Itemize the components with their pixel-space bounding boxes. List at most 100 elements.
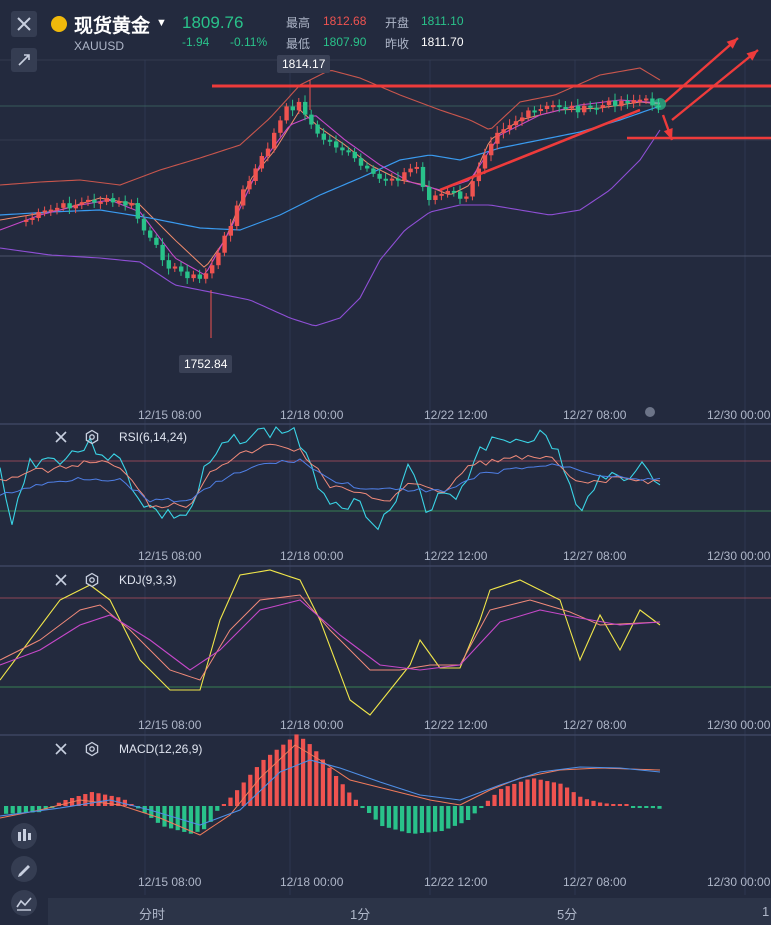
- candle: [303, 101, 308, 115]
- macd-bar: [334, 776, 339, 806]
- price-change: -1.94: [182, 35, 210, 49]
- candle: [377, 173, 382, 179]
- candle: [222, 235, 227, 253]
- candle: [278, 120, 283, 133]
- candle: [259, 156, 264, 169]
- candle: [588, 105, 593, 108]
- macd-bar: [169, 806, 174, 829]
- close-icon[interactable]: [53, 429, 69, 445]
- x-tick-label: 12/22 12:00: [424, 718, 488, 732]
- macd-bar: [17, 806, 22, 814]
- candle-icon: [18, 829, 31, 841]
- x-tick-label: 12/30 00:00: [707, 408, 771, 422]
- pin-icon: [18, 54, 30, 66]
- candle: [600, 105, 605, 108]
- candle: [228, 226, 233, 236]
- x-tick-label: 12/30 00:00: [707, 875, 771, 889]
- tab-timeshare[interactable]: 分时: [139, 907, 166, 922]
- candle: [445, 190, 450, 194]
- candle: [408, 168, 413, 173]
- macd-bar: [241, 782, 246, 806]
- macd-bar: [96, 793, 101, 806]
- gear-icon[interactable]: [84, 429, 100, 445]
- candle: [433, 195, 438, 200]
- candle: [513, 121, 519, 126]
- gear-icon[interactable]: [84, 741, 100, 757]
- candle: [526, 110, 531, 118]
- macd-bar: [327, 767, 332, 806]
- macd-bar: [208, 806, 213, 822]
- candle: [551, 105, 556, 108]
- kdj-j-line: [0, 569, 661, 716]
- close-icon[interactable]: [53, 741, 69, 757]
- macd-bar: [23, 806, 28, 813]
- gear-icon[interactable]: [84, 572, 100, 588]
- candle: [606, 100, 612, 106]
- line-tool-button[interactable]: [11, 890, 37, 916]
- arrow-line: [671, 49, 759, 121]
- macd-bar: [565, 787, 570, 806]
- candle: [247, 181, 252, 190]
- macd-bar: [228, 797, 233, 806]
- macd-bar: [347, 792, 352, 806]
- macd-bar: [261, 759, 266, 806]
- macd-bar: [472, 806, 477, 814]
- candle: [544, 105, 550, 109]
- arrow-head: [746, 50, 758, 61]
- last-price: 1809.76: [182, 13, 244, 32]
- macd-bar: [254, 767, 259, 806]
- candle: [352, 151, 357, 159]
- rsi-line: [0, 426, 661, 531]
- bollinger-lower: [0, 129, 661, 327]
- macd-bar: [76, 796, 81, 806]
- tab-1min[interactable]: 1分: [350, 907, 371, 922]
- prev-close-value: 1811.70: [421, 35, 464, 49]
- macd-bar: [202, 806, 207, 830]
- symbol-name[interactable]: 现货黄金: [74, 16, 151, 37]
- x-tick-label: 12/27 08:00: [563, 408, 627, 422]
- macd-bar: [545, 781, 550, 806]
- candle: [296, 101, 302, 111]
- pin-button[interactable]: [11, 48, 37, 72]
- candle: [117, 201, 122, 204]
- macd-bar: [452, 806, 457, 826]
- macd-bar: [142, 806, 147, 813]
- close-icon[interactable]: [53, 572, 69, 588]
- gold-coin-icon: [51, 16, 67, 32]
- candle: [179, 266, 184, 272]
- candle: [36, 211, 41, 219]
- macd-bar: [182, 806, 187, 832]
- candle: [185, 271, 190, 279]
- macd-bar: [301, 738, 306, 806]
- candle: [575, 105, 581, 113]
- candle: [557, 105, 562, 108]
- candle: [55, 207, 60, 210]
- candle: [148, 230, 153, 238]
- x-tick-label: 12/18 00:00: [280, 408, 344, 422]
- macd-bar: [558, 783, 563, 806]
- trend-line: [439, 108, 641, 192]
- draw-button[interactable]: [11, 856, 37, 882]
- indicator-style-button[interactable]: [11, 823, 37, 849]
- tab-5min[interactable]: 5分: [557, 907, 578, 922]
- candle: [451, 190, 457, 193]
- macd-bar: [426, 806, 431, 833]
- candle: [371, 168, 376, 174]
- macd-bar: [419, 806, 424, 834]
- x-tick-label: 12/22 12:00: [424, 875, 488, 889]
- macd-bar: [30, 806, 35, 813]
- time-cursor-dot: [645, 407, 655, 417]
- chevron-down-icon[interactable]: ▼: [156, 17, 167, 29]
- close-button[interactable]: [11, 11, 37, 37]
- candle: [253, 168, 258, 182]
- x-tick-label: 12/15 08:00: [138, 549, 202, 563]
- candle: [538, 108, 543, 111]
- candle: [402, 172, 407, 181]
- arrow-head: [663, 128, 673, 140]
- tab-next[interactable]: 1: [762, 904, 770, 919]
- candle: [464, 196, 469, 199]
- candle: [315, 124, 320, 134]
- candle: [520, 117, 525, 122]
- candle: [110, 198, 116, 203]
